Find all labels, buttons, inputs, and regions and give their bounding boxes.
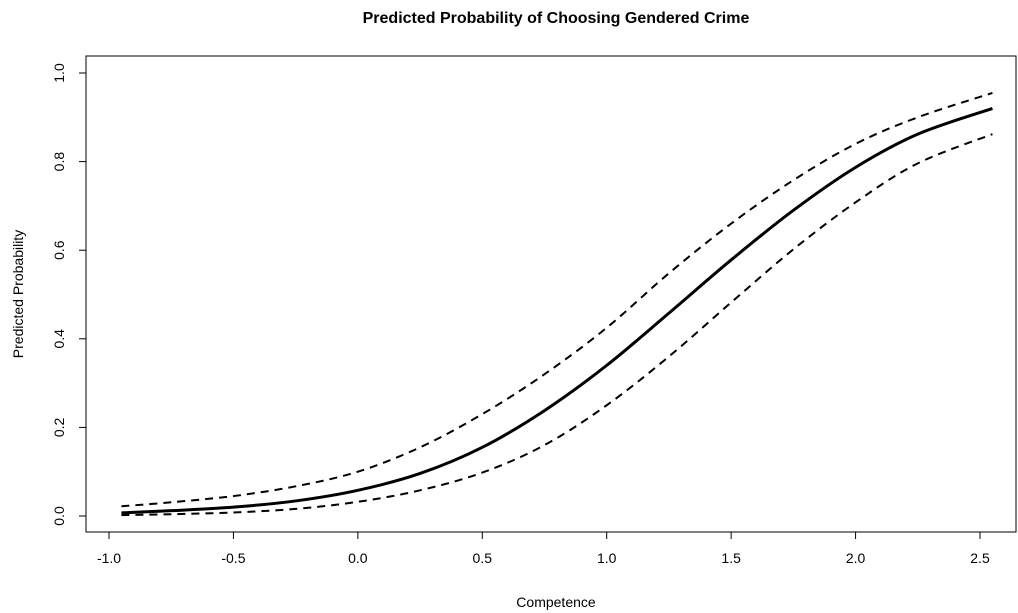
plot-frame (85, 55, 1017, 533)
lower-ci-line (121, 133, 993, 517)
series-layer (121, 91, 993, 517)
y-tick-label-3: 0.6 (51, 240, 67, 260)
y-axis-label: Predicted Probability (10, 230, 26, 358)
y-tick-label-4: 0.8 (51, 152, 67, 172)
x-axis: -1.0 -0.5 0.0 0.5 1.0 1.5 2.0 2.5 (97, 532, 990, 566)
x-tick-label-7: 2.5 (970, 550, 990, 566)
x-tick-label-5: 1.5 (721, 550, 741, 566)
y-tick-label-1: 0.2 (51, 417, 67, 437)
x-tick-label-2: 0.0 (348, 550, 368, 566)
x-tick-label-3: 0.5 (473, 550, 493, 566)
fitted-line (121, 107, 993, 515)
y-axis: 0.0 0.2 0.4 0.6 0.8 1.0 (51, 63, 86, 526)
chart-title: Predicted Probability of Choosing Gender… (363, 10, 750, 27)
y-tick-label-2: 0.4 (51, 329, 67, 349)
x-tick-label-6: 2.0 (846, 550, 866, 566)
y-tick-label-5: 1.0 (51, 63, 67, 83)
x-axis-label: Competence (516, 594, 596, 610)
x-tick-label-1: -0.5 (221, 550, 245, 566)
x-tick-label-4: 1.0 (597, 550, 617, 566)
y-tick-label-0: 0.0 (51, 506, 67, 526)
upper-ci-line (121, 91, 993, 508)
x-tick-label-0: -1.0 (97, 550, 121, 566)
